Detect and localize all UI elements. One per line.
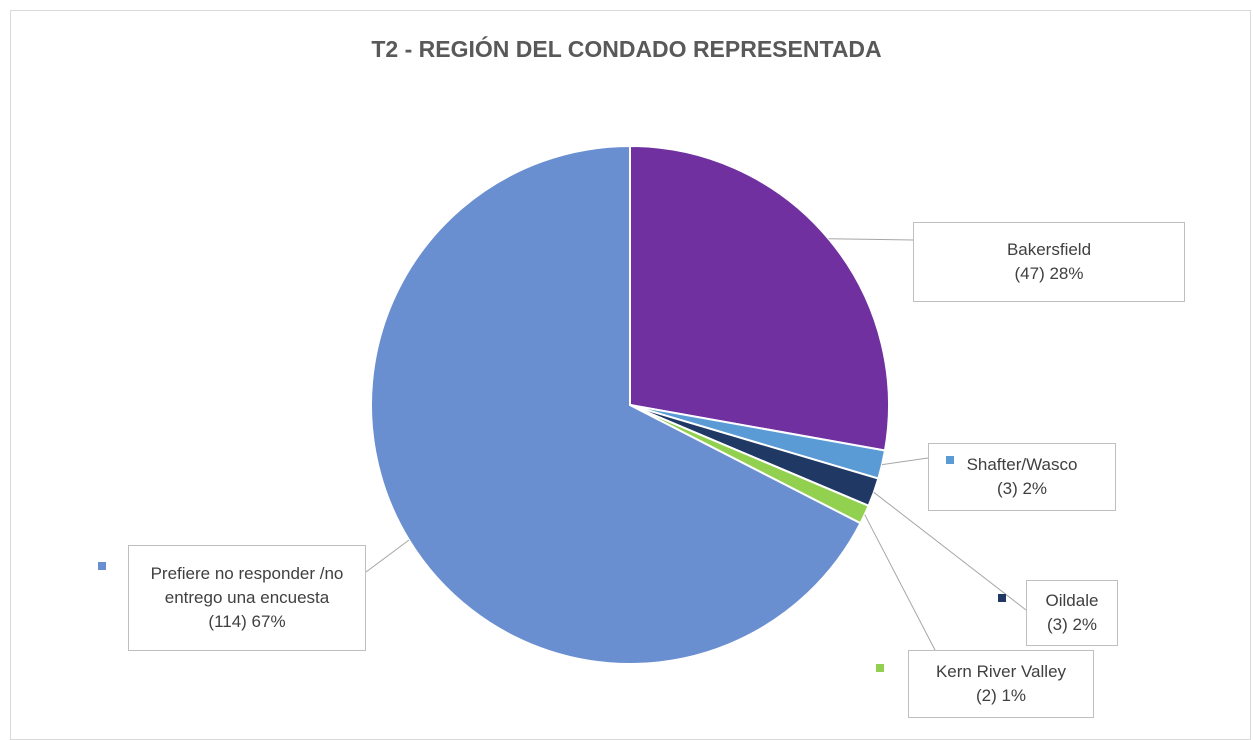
category-label: Prefiere no responder /no entrego una en… — [150, 564, 344, 607]
leader-line — [828, 238, 914, 241]
category-label: Kern River Valley — [935, 662, 1067, 681]
category-label: Oildale — [1045, 591, 1099, 610]
leader-line — [881, 457, 929, 466]
category-label: Bakersfield — [1006, 240, 1092, 259]
legend-key — [998, 594, 1006, 602]
legend-key — [876, 664, 884, 672]
leader-line — [365, 539, 410, 573]
legend-key — [98, 562, 106, 570]
leader-line — [873, 491, 1027, 611]
data-label: Prefiere no responder /no entrego una en… — [128, 545, 366, 651]
pie-slice — [629, 144, 890, 452]
value-label: (3) 2% — [996, 479, 1048, 498]
legend-key — [946, 456, 954, 464]
leader-line — [864, 514, 936, 651]
data-label: Shafter/Wasco (3) 2% — [928, 443, 1116, 511]
chart-title: T2 - REGIÓN DEL CONDADO REPRESENTADA — [371, 36, 882, 62]
data-label: Bakersfield (47) 28% — [913, 222, 1185, 302]
data-label: Oildale (3) 2% — [1026, 580, 1118, 646]
value-label: (2) 1% — [975, 686, 1027, 705]
value-label: (47) 28% — [1014, 264, 1084, 283]
value-label: (3) 2% — [1046, 615, 1098, 634]
data-label: Kern River Valley (2) 1% — [908, 650, 1094, 718]
pie-slice — [370, 144, 862, 665]
category-label: Shafter/Wasco — [966, 455, 1078, 474]
value-label: (114) 67% — [208, 612, 286, 631]
